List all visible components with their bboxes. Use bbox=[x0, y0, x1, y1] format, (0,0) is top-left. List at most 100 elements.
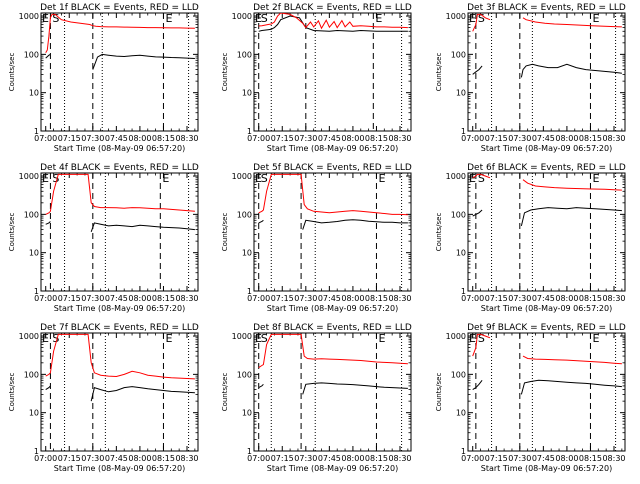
x-tick-label: 07:45 bbox=[318, 134, 341, 143]
y-tick-label: 100 bbox=[24, 370, 39, 379]
plot-frame bbox=[40, 172, 199, 292]
marker-e-left: E bbox=[42, 332, 49, 345]
y-tick-label: 10 bbox=[29, 409, 39, 418]
marker-e-right: E bbox=[375, 12, 382, 25]
y-tick-label: 10 bbox=[242, 89, 252, 98]
chart-panel-5: Det 5f BLACK = Events, RED = LLD 1 10 100 10… bbox=[221, 163, 412, 313]
x-tick-label: 08:30 bbox=[602, 454, 625, 463]
marker-e-left: E bbox=[469, 172, 476, 185]
plot-frame bbox=[253, 332, 412, 452]
x-axis-label: Start Time (08-May-09 06:57:20) bbox=[481, 144, 612, 153]
x-tick-label: 08:00 bbox=[128, 134, 151, 143]
marker-e-right: E bbox=[165, 12, 172, 25]
x-tick-label: 08:15 bbox=[365, 134, 388, 143]
x-tick-label: 07:15 bbox=[58, 134, 81, 143]
y-tick-label: 1 bbox=[247, 287, 252, 296]
x-tick-label: 07:45 bbox=[105, 294, 128, 303]
x-tick-label: 07:15 bbox=[271, 134, 294, 143]
plot-frame bbox=[253, 172, 412, 292]
series-line-events bbox=[472, 207, 622, 227]
y-tick-label: 1 bbox=[34, 287, 39, 296]
x-axis-label: Start Time (08-May-09 06:57:20) bbox=[54, 464, 185, 473]
y-tick-label: 10 bbox=[456, 409, 466, 418]
y-tick-label: 10 bbox=[242, 249, 252, 258]
y-axis-label: Counts/sec bbox=[8, 213, 16, 252]
y-tick-label: 100 bbox=[24, 210, 39, 219]
x-tick-label: 07:30 bbox=[294, 454, 317, 463]
x-tick-label: 07:30 bbox=[81, 454, 104, 463]
x-tick-label: 07:00 bbox=[461, 294, 484, 303]
x-tick-label: 08:30 bbox=[388, 294, 411, 303]
x-tick-label: 07:30 bbox=[508, 294, 531, 303]
y-tick-label: 1000 bbox=[446, 172, 466, 181]
series-line-lld bbox=[45, 13, 195, 54]
x-tick-label: 08:30 bbox=[388, 454, 411, 463]
chart-title: Det 5f BLACK = Events, RED = LLD bbox=[253, 163, 412, 173]
x-axis-label: Start Time (08-May-09 06:57:20) bbox=[267, 304, 398, 313]
series-line-events bbox=[45, 221, 195, 232]
marker-e-left: E bbox=[42, 172, 49, 185]
x-tick-label: 08:15 bbox=[579, 454, 602, 463]
y-tick-label: 100 bbox=[451, 50, 466, 59]
marker-e-left: E bbox=[255, 332, 262, 345]
chart-title: Det 2f BLACK = Events, RED = LLD bbox=[253, 3, 412, 13]
x-tick-label: 08:15 bbox=[152, 454, 175, 463]
marker-e-left: E bbox=[255, 12, 262, 25]
marker-e-right: E bbox=[162, 172, 169, 185]
chart-panel-4: Det 4f BLACK = Events, RED = LLD 1 10 100 10… bbox=[8, 163, 199, 313]
series-line-events bbox=[45, 53, 195, 70]
marker-s: S bbox=[261, 332, 268, 345]
x-tick-label: 07:15 bbox=[58, 294, 81, 303]
x-tick-label: 07:00 bbox=[34, 134, 57, 143]
chart-title: Det 3f BLACK = Events, RED = LLD bbox=[467, 3, 626, 13]
plot-frame bbox=[467, 332, 626, 452]
x-tick-label: 08:15 bbox=[365, 454, 388, 463]
marker-s: S bbox=[52, 172, 59, 185]
marker-e-right: E bbox=[378, 172, 385, 185]
y-axis-label: Counts/sec bbox=[435, 53, 443, 92]
chart-panel-7: Det 7f BLACK = Events, RED = LLD 1 10 100 10… bbox=[8, 323, 199, 473]
x-tick-label: 08:00 bbox=[128, 454, 151, 463]
y-axis-label: Counts/sec bbox=[435, 213, 443, 252]
x-tick-label: 07:00 bbox=[461, 134, 484, 143]
marker-s: S bbox=[478, 172, 485, 185]
x-tick-label: 07:30 bbox=[294, 134, 317, 143]
y-tick-label: 1000 bbox=[446, 332, 466, 341]
marker-e-left: E bbox=[469, 332, 476, 345]
x-tick-label: 08:30 bbox=[388, 134, 411, 143]
series-line-lld bbox=[45, 333, 195, 380]
x-tick-label: 07:15 bbox=[485, 454, 508, 463]
y-tick-label: 10 bbox=[456, 89, 466, 98]
y-tick-label: 1000 bbox=[232, 172, 252, 181]
y-tick-label: 1 bbox=[247, 447, 252, 456]
y-axis-label: Counts/sec bbox=[8, 53, 16, 92]
y-tick-label: 1000 bbox=[446, 12, 466, 21]
marker-e-left: E bbox=[255, 172, 262, 185]
series-line-lld bbox=[472, 173, 622, 191]
marker-e-right: E bbox=[592, 332, 599, 345]
chart-panel-2: Det 2f BLACK = Events, RED = LLD 1 10 100 10… bbox=[221, 3, 412, 153]
x-tick-label: 07:15 bbox=[271, 294, 294, 303]
x-tick-label: 07:00 bbox=[247, 134, 270, 143]
y-tick-label: 100 bbox=[451, 370, 466, 379]
y-tick-label: 10 bbox=[29, 249, 39, 258]
plot-frame bbox=[467, 12, 626, 132]
x-tick-label: 08:00 bbox=[555, 454, 578, 463]
series-line-events bbox=[258, 219, 408, 230]
series-line-lld bbox=[472, 333, 622, 365]
x-axis-label: Start Time (08-May-09 06:57:20) bbox=[54, 144, 185, 153]
series-line-events bbox=[472, 379, 622, 395]
y-axis-label: Counts/sec bbox=[221, 53, 229, 92]
x-tick-label: 07:15 bbox=[271, 454, 294, 463]
x-tick-label: 08:30 bbox=[175, 134, 198, 143]
x-tick-label: 07:45 bbox=[318, 294, 341, 303]
x-tick-label: 08:15 bbox=[365, 294, 388, 303]
x-tick-label: 07:30 bbox=[508, 134, 531, 143]
series-line-lld bbox=[472, 13, 622, 32]
y-axis-label: Counts/sec bbox=[221, 213, 229, 252]
x-tick-label: 07:30 bbox=[294, 294, 317, 303]
marker-e-right: E bbox=[165, 332, 172, 345]
y-tick-label: 1 bbox=[34, 127, 39, 136]
series-line-lld bbox=[258, 173, 408, 216]
